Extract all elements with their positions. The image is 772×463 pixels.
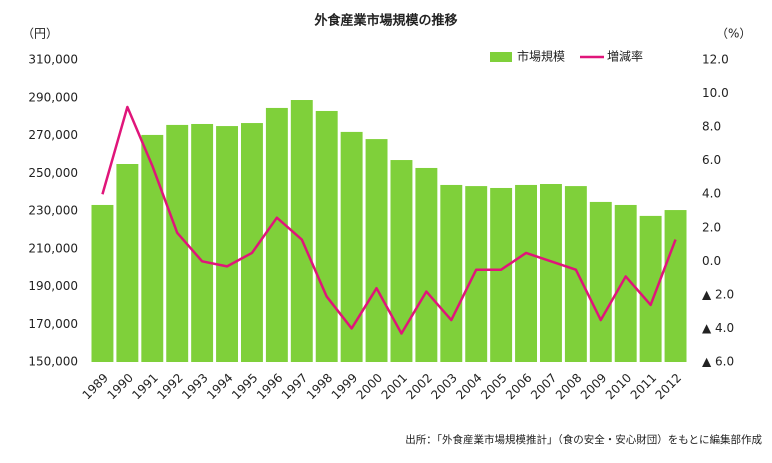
y2-tick-label: 10.0	[702, 86, 729, 100]
bar	[415, 167, 438, 362]
bar	[440, 184, 463, 362]
x-tick-label: 2001	[379, 371, 410, 402]
bar	[390, 160, 413, 362]
x-tick-label: 2004	[453, 371, 484, 402]
y2-axis-unit: （%）	[716, 27, 751, 41]
y-tick-label: 170,000	[28, 317, 78, 331]
x-tick-label: 1991	[129, 371, 160, 402]
y2-tick-label: 8.0	[702, 120, 721, 134]
bar	[564, 186, 587, 362]
bar	[216, 126, 239, 362]
x-tick-label: 2000	[354, 371, 385, 402]
bar	[664, 210, 687, 362]
x-tick-label: 2005	[478, 371, 509, 402]
y2-tick-label: 2.0	[702, 220, 721, 234]
x-tick-label: 1989	[80, 371, 111, 402]
bar	[639, 215, 662, 362]
bar	[265, 107, 288, 362]
y2-tick-label: 4.0	[702, 187, 721, 201]
bar	[191, 123, 214, 362]
x-tick-label: 1997	[279, 371, 310, 402]
x-tick-label: 2006	[503, 371, 534, 402]
bar	[589, 201, 612, 362]
y2-tick-label: ▲ 2.0	[702, 287, 734, 301]
legend-label: 増減率	[607, 49, 643, 64]
bar	[141, 134, 164, 362]
y-tick-label: 310,000	[28, 53, 78, 67]
legend-swatch	[490, 52, 512, 62]
x-tick-label: 1998	[304, 371, 335, 402]
x-tick-label: 2008	[553, 371, 584, 402]
x-tick-label: 2003	[428, 371, 459, 402]
x-tick-label: 2007	[528, 371, 559, 402]
chart-title: 外食産業市場規模の推移	[313, 13, 457, 29]
y-tick-label: 230,000	[28, 204, 78, 218]
bar	[490, 187, 513, 362]
bar	[315, 110, 338, 363]
bar	[365, 139, 388, 362]
bar	[290, 100, 313, 362]
bar	[116, 164, 139, 362]
source-note: 出所：「外食産業市場規模推計」（食の安全・安心財団）をもとに編集部作成	[405, 433, 762, 446]
y-tick-label: 250,000	[28, 166, 78, 180]
line-series	[101, 105, 677, 335]
x-tick-label: 2002	[403, 371, 434, 402]
x-tick-label: 1996	[254, 371, 285, 402]
y2-tick-label: ▲ 6.0	[702, 355, 734, 369]
y2-tick-label: 12.0	[702, 53, 729, 67]
y-tick-label: 210,000	[28, 241, 78, 255]
bar	[166, 124, 189, 363]
x-tick-label: 1995	[229, 371, 260, 402]
y-tick-label: 290,000	[28, 90, 78, 104]
x-tick-label: 1992	[154, 371, 185, 402]
bar	[614, 204, 637, 362]
bar	[340, 131, 363, 362]
bar	[465, 186, 488, 362]
x-tick-label: 1994	[204, 371, 235, 402]
x-tick-label: 2010	[603, 371, 634, 402]
y-tick-label: 270,000	[28, 128, 78, 142]
bar	[91, 204, 114, 362]
bar	[515, 184, 538, 362]
x-tick-label: 2012	[653, 371, 684, 402]
y2-tick-label: 6.0	[702, 153, 721, 167]
y-axis-unit: （円）	[22, 27, 58, 41]
y-tick-label: 150,000	[28, 355, 78, 369]
x-tick-label: 1993	[179, 371, 210, 402]
y-tick-label: 190,000	[28, 279, 78, 293]
y2-tick-label: ▲ 4.0	[702, 321, 734, 335]
x-tick-label: 2009	[578, 371, 609, 402]
bar	[539, 184, 562, 362]
y2-tick-label: 0.0	[702, 254, 721, 268]
legend-label: 市場規模	[517, 49, 565, 64]
x-tick-label: 2011	[628, 371, 659, 402]
x-tick-label: 1999	[329, 371, 360, 402]
bar	[240, 123, 263, 362]
x-tick-label: 1990	[104, 371, 135, 402]
